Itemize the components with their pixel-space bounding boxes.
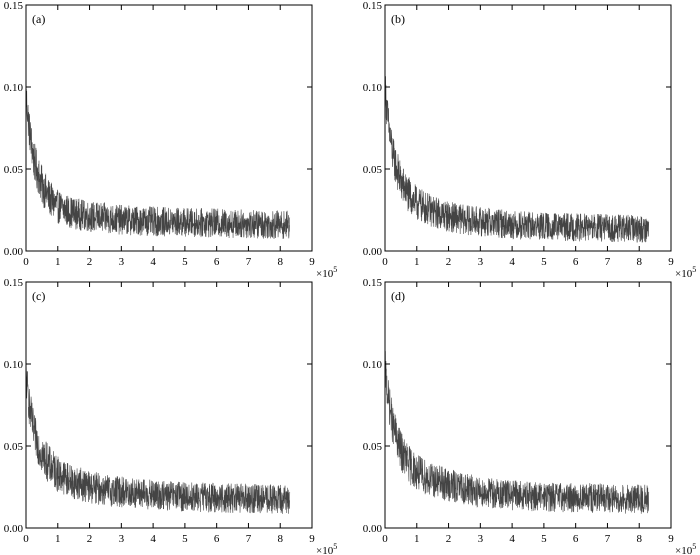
x-tick-label: 1	[414, 533, 420, 545]
x-tick-label: 1	[55, 256, 61, 268]
x-tick-label: 6	[573, 256, 579, 268]
y-tick-label: 0.10	[4, 359, 24, 371]
panel-label: (a)	[32, 12, 45, 26]
x-tick-label: 9	[668, 533, 674, 545]
x-tick-label: 2	[446, 256, 452, 268]
plot-frame	[25, 281, 313, 529]
x-tick-label: 5	[182, 533, 188, 545]
x-tick-label: 9	[309, 256, 315, 268]
x-tick-label: 6	[214, 256, 220, 268]
y-tick-label: 0.10	[363, 82, 383, 94]
y-tick-label: 0.05	[4, 441, 24, 453]
panel-label: (d)	[391, 289, 405, 303]
chart-panel-b: 0 1 2 3 4 5 6 7 8 9 0.00 0.05 0.10 0.15 (b) ×105	[363, 0, 696, 280]
panel-label: (b)	[391, 12, 405, 26]
x-axis-multiplier: ×105	[316, 542, 337, 555]
panel-label: (c)	[32, 289, 45, 303]
chart-panel-a: 0 1 2 3 4 5 6 7 8 9 0.00 0.05 0.10 0.15 (a) ×105	[4, 0, 337, 280]
x-tick-label: 0	[382, 256, 388, 268]
x-axis-multiplier: ×105	[316, 265, 337, 280]
x-tick-label: 5	[541, 533, 547, 545]
x-tick-label: 8	[636, 256, 642, 268]
x-tick-label: 4	[509, 256, 515, 268]
x-tick-label: 0	[23, 533, 29, 545]
series-line	[25, 364, 291, 514]
x-tick-label: 7	[605, 533, 611, 545]
x-tick-label: 9	[668, 256, 674, 268]
x-tick-label: 7	[246, 533, 252, 545]
x-tick-label: 6	[573, 533, 579, 545]
plot-frame	[384, 281, 672, 529]
y-tick-label: 0.15	[4, 277, 24, 289]
y-tick-label: 0.00	[4, 523, 24, 535]
x-tick-label: 7	[246, 256, 252, 268]
x-tick-label: 1	[414, 256, 420, 268]
x-tick-label: 0	[382, 533, 388, 545]
series-line	[384, 76, 650, 243]
x-tick-label: 2	[87, 533, 93, 545]
x-tick-label: 6	[214, 533, 220, 545]
x-tick-label: 9	[309, 533, 315, 545]
y-tick-label: 0.05	[4, 164, 24, 176]
chart-panel-d: 0 1 2 3 4 5 6 7 8 9 0.00 0.05 0.10 0.15 (d) ×105	[363, 277, 696, 555]
x-tick-label: 7	[605, 256, 611, 268]
plot-frame	[384, 4, 672, 252]
x-tick-label: 4	[509, 533, 515, 545]
x-tick-label: 4	[150, 256, 156, 268]
x-tick-label: 3	[119, 256, 125, 268]
x-tick-label: 1	[55, 533, 61, 545]
x-axis-multiplier: ×105	[675, 542, 696, 555]
y-tick-label: 0.00	[363, 523, 383, 535]
chart-panel-c: 0 1 2 3 4 5 6 7 8 9 0.00 0.05 0.10 0.15 (c) ×105	[4, 277, 337, 555]
y-tick-label: 0.10	[4, 82, 24, 94]
x-tick-label: 2	[87, 256, 93, 268]
y-tick-label: 0.05	[363, 164, 383, 176]
y-tick-label: 0.00	[4, 246, 24, 258]
y-tick-label: 0.15	[4, 0, 24, 12]
y-tick-label: 0.10	[363, 359, 383, 371]
x-tick-label: 8	[277, 533, 283, 545]
y-tick-label: 0.15	[363, 277, 383, 289]
x-tick-label: 8	[277, 256, 283, 268]
x-tick-label: 8	[636, 533, 642, 545]
y-tick-label: 0.15	[363, 0, 383, 12]
y-tick-label: 0.05	[363, 441, 383, 453]
x-tick-label: 5	[541, 256, 547, 268]
plot-frame	[25, 4, 313, 252]
y-tick-label: 0.00	[363, 246, 383, 258]
x-tick-label: 4	[150, 533, 156, 545]
x-tick-label: 5	[182, 256, 188, 268]
x-axis-multiplier: ×105	[675, 265, 696, 280]
x-tick-label: 3	[478, 256, 484, 268]
x-tick-label: 2	[446, 533, 452, 545]
series-line	[25, 86, 291, 239]
series-line	[384, 351, 650, 514]
x-tick-label: 0	[23, 256, 29, 268]
x-tick-label: 3	[119, 533, 125, 545]
x-tick-label: 3	[478, 533, 484, 545]
